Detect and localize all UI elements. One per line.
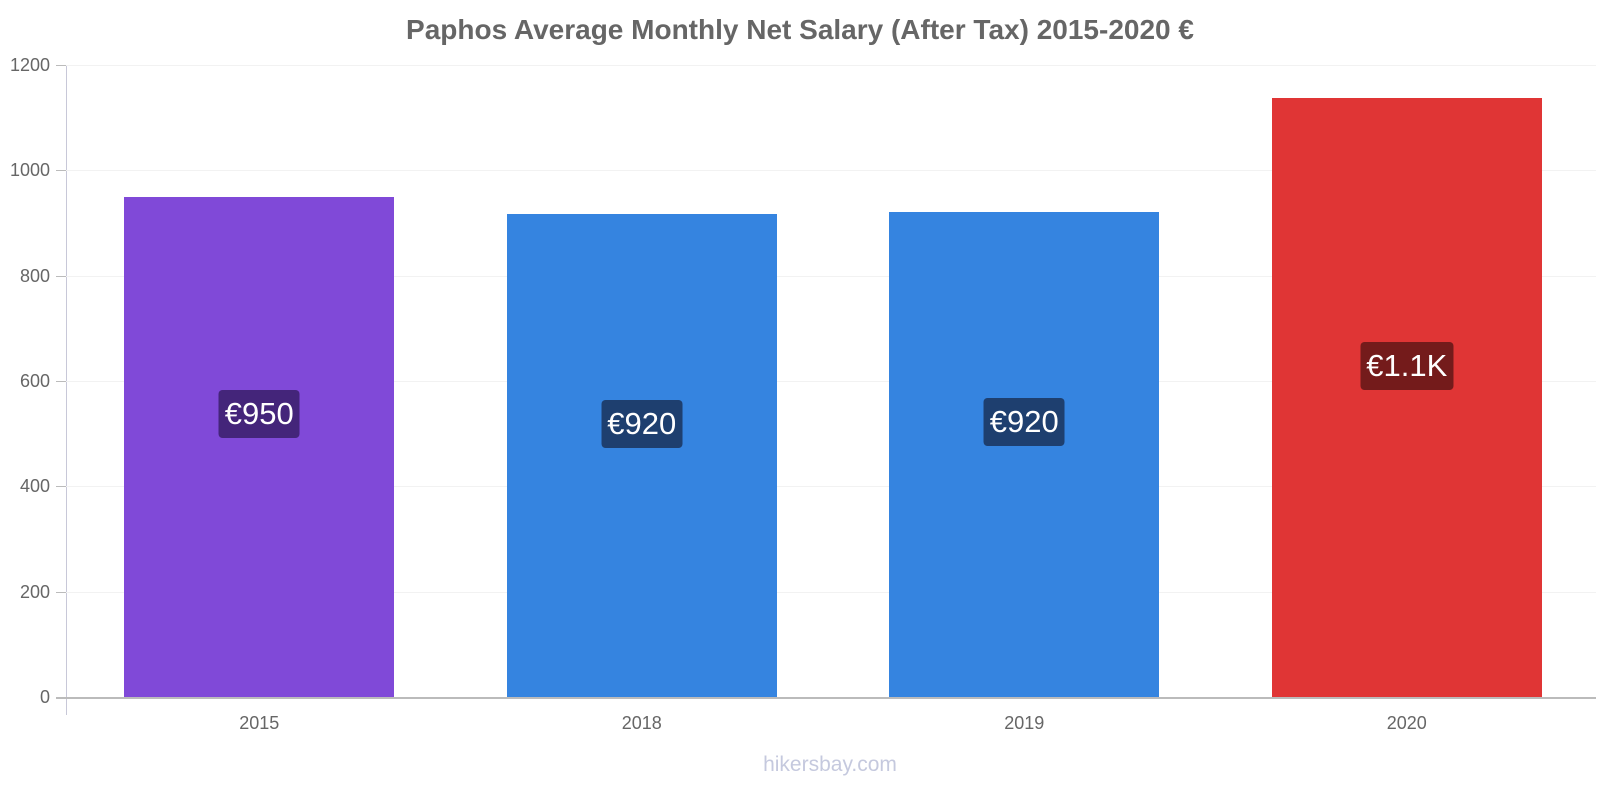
y-tick-label: 200 <box>19 581 50 602</box>
gridline <box>66 170 1596 172</box>
bar-2020[interactable]: €1.1K <box>1271 98 1542 697</box>
y-tick-mark <box>56 275 66 277</box>
gridline <box>66 381 1596 382</box>
bar-2015[interactable]: €950 <box>124 197 395 697</box>
bar-2019[interactable]: €920 <box>889 212 1160 697</box>
y-tick-label: 600 <box>19 371 50 391</box>
y-tick-mark <box>56 170 66 172</box>
y-tick-mark <box>56 486 66 488</box>
bar-2018[interactable]: €920 <box>506 214 777 697</box>
y-tick-mark <box>56 591 66 593</box>
y-tick-label: 1000 <box>9 160 50 181</box>
y-axis-line <box>66 65 67 715</box>
bar-value-label: €920 <box>983 398 1065 446</box>
x-axis-line <box>56 697 1596 699</box>
watermark: hikersbay.com <box>763 753 897 776</box>
bar-value-label: €950 <box>218 390 300 438</box>
x-tick-label: 2015 <box>239 713 280 733</box>
chart-title: Paphos Average Monthly Net Salary (After… <box>406 14 1194 45</box>
gridline <box>66 486 1596 488</box>
y-tick-label: 0 <box>39 687 50 707</box>
bar-value-label: €1.1K <box>1360 342 1454 390</box>
y-tick-mark <box>56 65 66 66</box>
y-tick-label: 1200 <box>9 55 50 75</box>
y-tick-label: 400 <box>19 476 50 497</box>
x-tick-label: 2019 <box>1004 713 1045 733</box>
bar-value-label: €920 <box>601 400 683 448</box>
x-tick-label: 2020 <box>1386 713 1427 733</box>
gridline <box>66 65 1596 66</box>
x-tick-label: 2018 <box>621 713 662 733</box>
y-tick-mark <box>56 381 66 382</box>
gridline <box>66 591 1596 593</box>
gridline <box>66 275 1596 277</box>
y-tick-label: 800 <box>19 265 50 286</box>
y-tick-mark <box>56 697 66 698</box>
